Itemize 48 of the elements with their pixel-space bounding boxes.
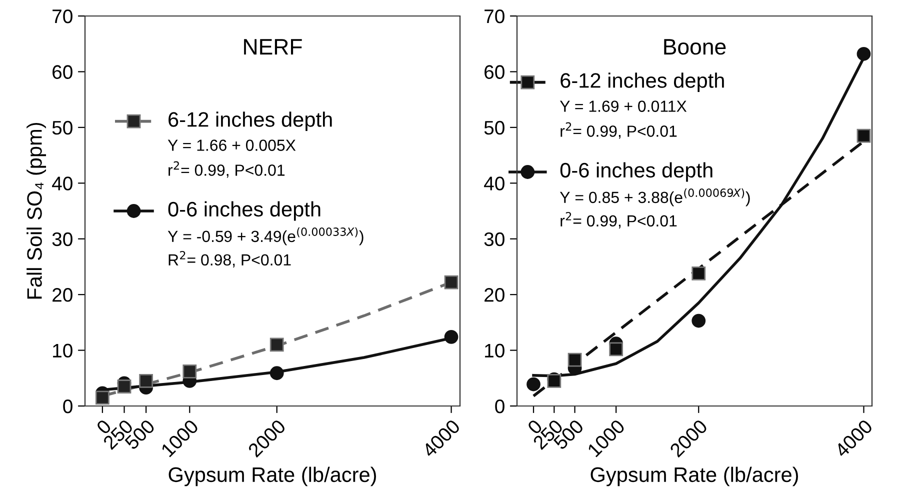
y-tick-label: 70 bbox=[484, 9, 504, 24]
point bbox=[139, 374, 153, 388]
point bbox=[568, 352, 582, 367]
legend-label: 6-12 inches depth bbox=[560, 72, 724, 92]
legend-label: 0-6 inches depth bbox=[168, 201, 320, 221]
point bbox=[270, 338, 284, 352]
y-tick-label: 10 bbox=[53, 344, 72, 358]
point bbox=[692, 266, 706, 280]
point bbox=[856, 128, 871, 143]
x-axis-title: Gypsum Rate (lb/acre) bbox=[590, 466, 798, 486]
point bbox=[117, 380, 132, 394]
y-tick-label: 10 bbox=[485, 344, 504, 358]
y-tick-label: 30 bbox=[52, 232, 72, 246]
annotation: r$^{2}$= 0.99, P<0.01 bbox=[168, 161, 285, 178]
point bbox=[444, 275, 458, 290]
point bbox=[95, 390, 110, 405]
annotation: Y = 1.69 + 0.011X bbox=[560, 100, 687, 112]
y-tick-label: 50 bbox=[484, 120, 504, 135]
y-tick-label: 70 bbox=[52, 9, 72, 24]
annotation: r$^{2}$= 0.99, P<0.01 bbox=[560, 212, 677, 228]
y-tick-label: 0 bbox=[495, 399, 504, 414]
annotation: Y = 1.66 + 0.005X bbox=[168, 140, 296, 151]
y-tick-label: 20 bbox=[484, 288, 504, 302]
y-tick-label: 50 bbox=[52, 120, 72, 135]
text: Boone bbox=[664, 39, 726, 55]
annotation: r$^{2}$= 0.99, P<0.01 bbox=[560, 122, 677, 139]
annotation: Y = 0.85 + 3.88(e$^{(0.00069X)}$) bbox=[560, 188, 750, 206]
point bbox=[856, 46, 871, 61]
x-axis-title: Gypsum Rate (lb/acre) bbox=[168, 466, 376, 486]
y-tick-label: 40 bbox=[484, 176, 504, 190]
point bbox=[609, 342, 624, 356]
y-axis-title: Fall Soil SO₄ (ppm) bbox=[26, 122, 46, 299]
y-tick-label: 60 bbox=[484, 65, 504, 79]
point bbox=[444, 330, 458, 344]
legend-label: 6-12 inches depth bbox=[168, 112, 332, 132]
point bbox=[270, 366, 284, 380]
point bbox=[526, 377, 540, 392]
annotation: Y = -0.59 + 3.49(e$^{(0.00033X)}$) bbox=[168, 227, 364, 246]
annotation: R$^{2}$= 0.98, P<0.01 bbox=[168, 250, 291, 268]
y-tick-label: 30 bbox=[484, 232, 504, 246]
y-tick-label: 60 bbox=[52, 65, 72, 79]
y-tick-label: 40 bbox=[52, 176, 72, 190]
y-tick-label: 20 bbox=[52, 288, 72, 302]
legend-label: 0-6 inches depth bbox=[560, 162, 712, 182]
point bbox=[692, 314, 706, 328]
text: NERF bbox=[244, 39, 302, 54]
y-tick-label: 0 bbox=[63, 399, 72, 414]
point bbox=[182, 364, 197, 378]
